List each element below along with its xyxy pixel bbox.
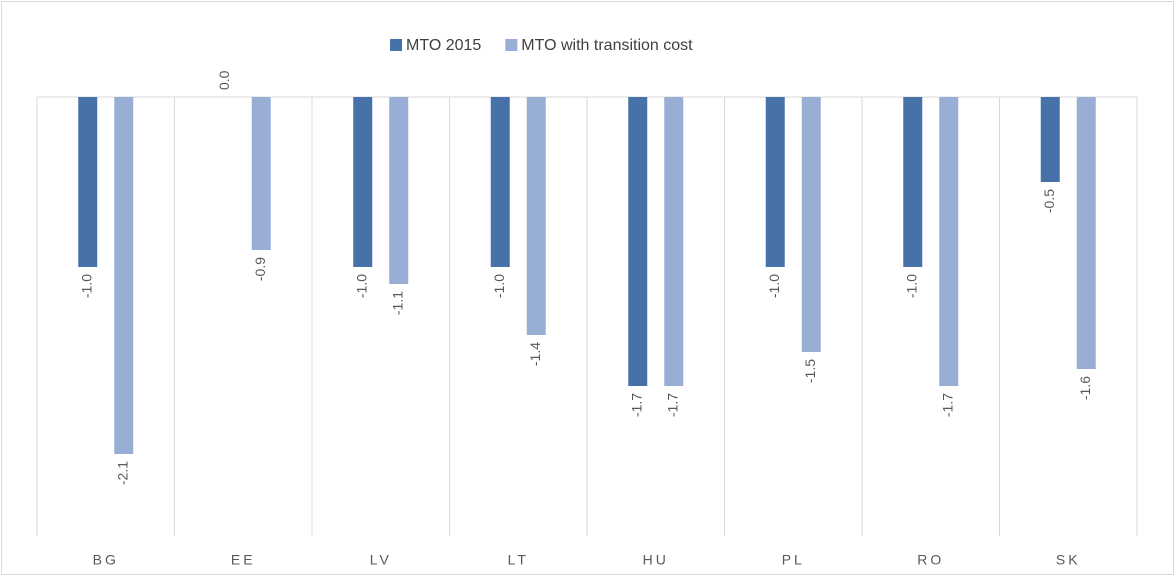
bar [490, 97, 510, 267]
data-label: -1.0 [78, 274, 94, 298]
data-label: -1.6 [1077, 376, 1093, 400]
data-label: -0.5 [1041, 189, 1057, 213]
bar [1040, 97, 1060, 182]
bar [903, 97, 923, 267]
x-tick-label: SK [1056, 552, 1081, 568]
bar [353, 97, 373, 267]
legend: MTO 2015 MTO with transition cost [390, 37, 693, 54]
data-label: -1.0 [903, 274, 919, 298]
data-label: -1.0 [353, 274, 369, 298]
bar [389, 97, 409, 284]
bar [939, 97, 959, 386]
data-label: -1.7 [664, 393, 680, 417]
bar [526, 97, 546, 335]
legend-swatch [390, 39, 402, 51]
x-tick-label: HU [643, 552, 669, 568]
bar [628, 97, 648, 386]
data-label: -1.0 [491, 274, 507, 298]
data-label: -1.1 [389, 291, 405, 315]
legend-label: MTO with transition cost [521, 37, 693, 54]
data-label: -1.4 [527, 342, 543, 366]
x-tick-label: BG [93, 552, 119, 568]
bar [1076, 97, 1096, 369]
x-tick-label: LV [370, 552, 392, 568]
data-label: -1.7 [628, 393, 644, 417]
data-label: -1.5 [802, 359, 818, 383]
legend-label: MTO 2015 [406, 37, 481, 54]
bar [801, 97, 821, 352]
data-label: -0.9 [252, 257, 268, 281]
x-tick-label: PL [782, 552, 805, 568]
bar [765, 97, 785, 267]
bar [664, 97, 684, 386]
data-label: -1.0 [766, 274, 782, 298]
legend-swatch [505, 39, 518, 51]
x-tick-label: RO [917, 552, 944, 568]
data-label: -1.7 [939, 393, 955, 417]
data-label: -2.1 [114, 461, 130, 485]
x-tick-label: LT [508, 552, 529, 568]
data-label: 0.0 [216, 70, 232, 90]
bar [251, 97, 271, 250]
x-tick-label: EE [231, 552, 256, 568]
bar [78, 97, 98, 267]
bar [114, 97, 134, 454]
